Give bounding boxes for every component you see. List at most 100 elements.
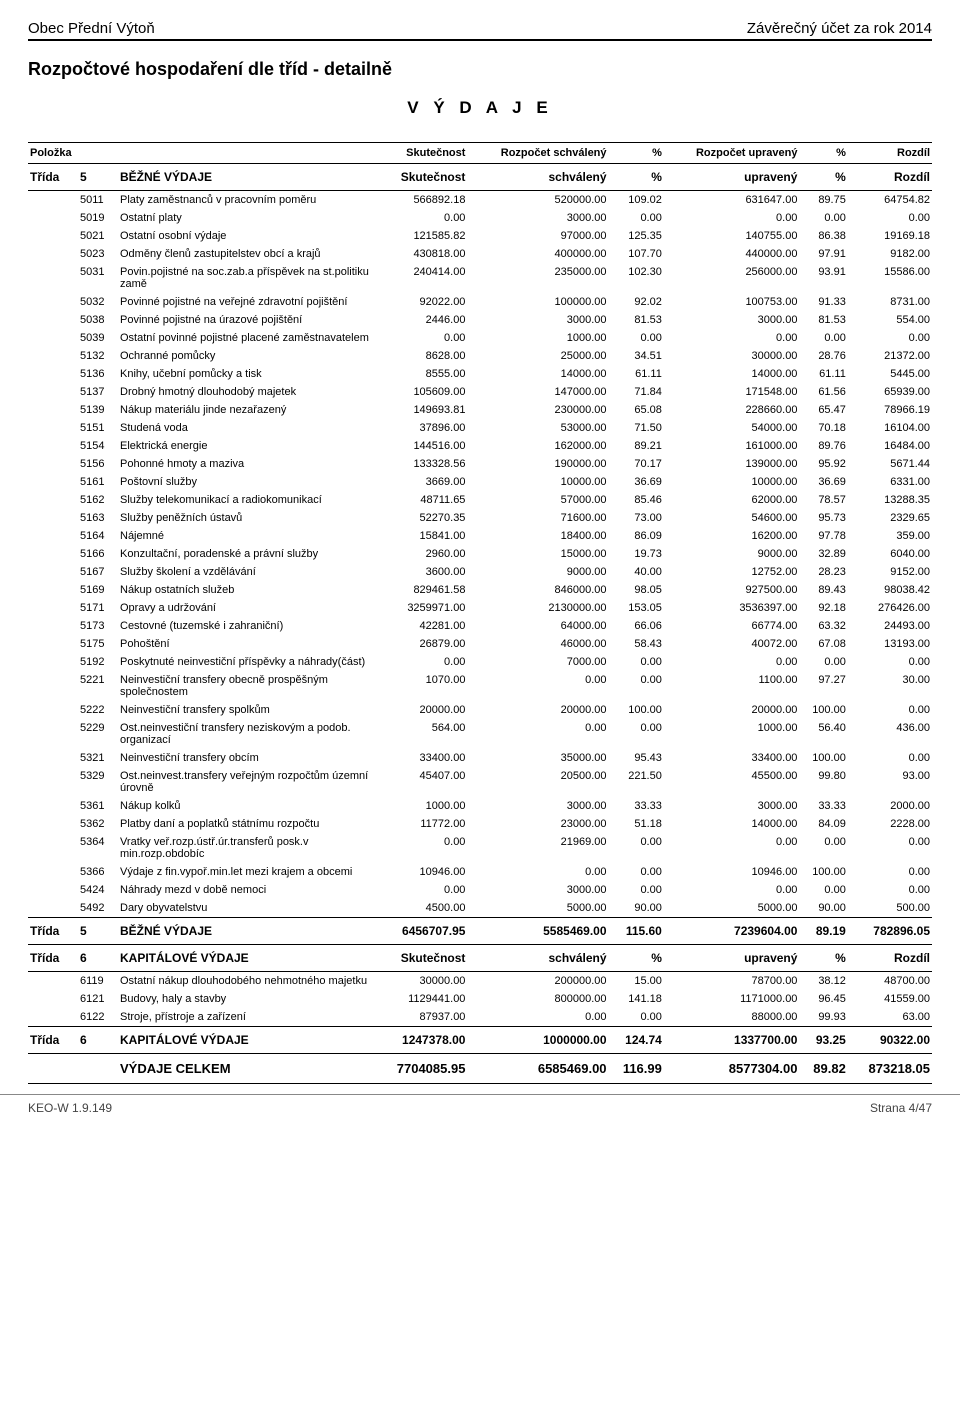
value-cell: 102.30 [609, 263, 664, 293]
value-cell: 0.00 [609, 653, 664, 671]
value-cell: 0.00 [848, 881, 932, 899]
class-sum-row: Třída5BĚŽNÉ VÝDAJE6456707.955585469.0011… [28, 918, 932, 945]
cell: Skutečnost [374, 164, 467, 191]
value-cell: 8577304.00 [664, 1054, 800, 1084]
table-row: 5136Knihy, učební pomůcky a tisk8555.001… [28, 365, 932, 383]
value-cell: 9182.00 [848, 245, 932, 263]
table-row: 5162Služby telekomunikací a radiokomunik… [28, 491, 932, 509]
table-row: 6119Ostatní nákup dlouhodobého nehmotnéh… [28, 972, 932, 991]
value-cell: 89.75 [799, 191, 847, 210]
value-cell: 36.69 [799, 473, 847, 491]
class-header-row: Třída6KAPITÁLOVÉ VÝDAJESkutečnostschvále… [28, 945, 932, 972]
value-cell: 121585.82 [374, 227, 467, 245]
item-code: 6122 [78, 1008, 118, 1027]
value-cell: 564.00 [374, 719, 467, 749]
cell [28, 581, 78, 599]
cell: upravený [664, 164, 800, 191]
value-cell: 0.00 [848, 653, 932, 671]
value-cell: 65.47 [799, 401, 847, 419]
value-cell: 0.00 [609, 671, 664, 701]
cell [28, 990, 78, 1008]
value-cell: 65939.00 [848, 383, 932, 401]
value-cell: 53000.00 [467, 419, 608, 437]
item-name: Konzultační, poradenské a právní služby [118, 545, 374, 563]
value-cell: 105609.00 [374, 383, 467, 401]
value-cell: 125.35 [609, 227, 664, 245]
value-cell: 141.18 [609, 990, 664, 1008]
cell [28, 191, 78, 210]
cell: Rozdíl [848, 164, 932, 191]
cell [28, 899, 78, 918]
table-row: 5364Vratky veř.rozp.ústř.úr.transferů po… [28, 833, 932, 863]
cell: % [799, 164, 847, 191]
item-code: 5364 [78, 833, 118, 863]
value-cell: 161000.00 [664, 437, 800, 455]
value-cell: 46000.00 [467, 635, 608, 653]
table-row: 5229Ost.neinvestiční transfery neziskový… [28, 719, 932, 749]
class-header-row: Třída5BĚŽNÉ VÝDAJESkutečnostschválený%up… [28, 164, 932, 191]
value-cell: 3000.00 [467, 311, 608, 329]
table-row: 5175Pohoštění26879.0046000.0058.4340072.… [28, 635, 932, 653]
value-cell: 70.18 [799, 419, 847, 437]
value-cell: 13288.35 [848, 491, 932, 509]
value-cell: 30.00 [848, 671, 932, 701]
value-cell: 52270.35 [374, 509, 467, 527]
cell [28, 635, 78, 653]
cell: BĚŽNÉ VÝDAJE [118, 164, 374, 191]
value-cell: 54600.00 [664, 509, 800, 527]
value-cell: 45500.00 [664, 767, 800, 797]
value-cell: 109.02 [609, 191, 664, 210]
table-row: 5161Poštovní služby3669.0010000.0036.691… [28, 473, 932, 491]
value-cell: 21969.00 [467, 833, 608, 863]
cell [28, 797, 78, 815]
value-cell: 26879.00 [374, 635, 467, 653]
item-name: Neinvestiční transfery obecně prospěšným… [118, 671, 374, 701]
table-header-row: Položka Skutečnost Rozpočet schválený % … [28, 143, 932, 164]
item-name: Ost.neinvest.transfery veřejným rozpočtů… [118, 767, 374, 797]
value-cell: 566892.18 [374, 191, 467, 210]
value-cell: 99.80 [799, 767, 847, 797]
value-cell: 0.00 [664, 209, 800, 227]
cell [28, 365, 78, 383]
value-cell: 149693.81 [374, 401, 467, 419]
value-cell: 33.33 [609, 797, 664, 815]
table-row: 5132Ochranné pomůcky8628.0025000.0034.51… [28, 347, 932, 365]
cell [28, 749, 78, 767]
value-cell: 28.76 [799, 347, 847, 365]
value-cell: 4500.00 [374, 899, 467, 918]
value-cell: 71600.00 [467, 509, 608, 527]
value-cell: 0.00 [799, 881, 847, 899]
value-cell: 800000.00 [467, 990, 608, 1008]
cell: schválený [467, 945, 608, 972]
item-name: Nákup kolků [118, 797, 374, 815]
value-cell: 9000.00 [664, 545, 800, 563]
cell [28, 563, 78, 581]
value-cell: 554.00 [848, 311, 932, 329]
value-cell: 0.00 [467, 863, 608, 881]
item-name: Služby telekomunikací a radiokomunikací [118, 491, 374, 509]
item-code: 5171 [78, 599, 118, 617]
value-cell: 23000.00 [467, 815, 608, 833]
value-cell: 171548.00 [664, 383, 800, 401]
value-cell: 34.51 [609, 347, 664, 365]
value-cell: 95.92 [799, 455, 847, 473]
value-cell: 89.21 [609, 437, 664, 455]
value-cell: 0.00 [374, 209, 467, 227]
value-cell: 90322.00 [848, 1027, 932, 1054]
value-cell: 0.00 [467, 671, 608, 701]
table-row: 5166Konzultační, poradenské a právní slu… [28, 545, 932, 563]
table-row: 5362Platby daní a poplatků státnímu rozp… [28, 815, 932, 833]
value-cell: 16200.00 [664, 527, 800, 545]
item-name: Opravy a udržování [118, 599, 374, 617]
item-code: 5032 [78, 293, 118, 311]
value-cell: 3000.00 [664, 311, 800, 329]
table-row: 5163Služby peněžních ústavů52270.3571600… [28, 509, 932, 527]
value-cell: 100.00 [799, 749, 847, 767]
cell [28, 527, 78, 545]
value-cell: 89.19 [799, 918, 847, 945]
item-name: Knihy, učební pomůcky a tisk [118, 365, 374, 383]
value-cell: 91.33 [799, 293, 847, 311]
value-cell: 2228.00 [848, 815, 932, 833]
value-cell: 430818.00 [374, 245, 467, 263]
item-code: 5163 [78, 509, 118, 527]
